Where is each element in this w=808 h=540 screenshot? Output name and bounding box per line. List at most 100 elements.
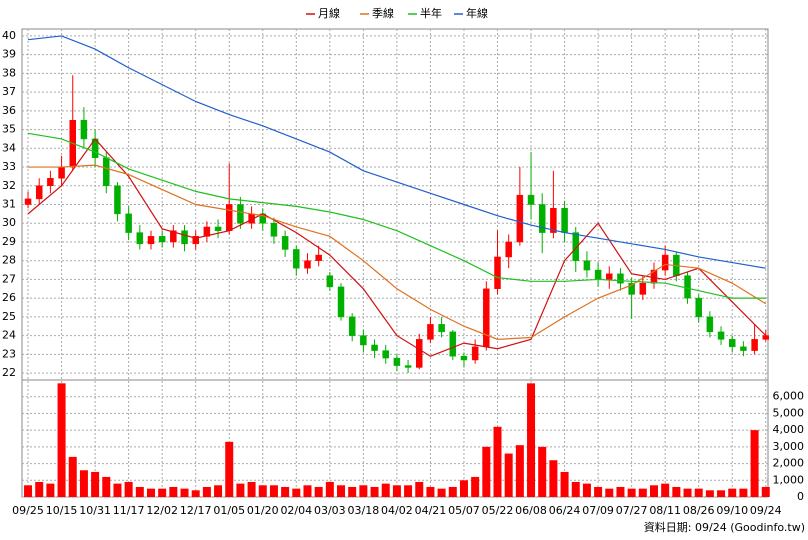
candle-body <box>58 166 65 179</box>
y-tick-label: 39 <box>2 48 16 61</box>
volume-bar <box>135 486 144 497</box>
volume-bar <box>672 486 681 497</box>
x-tick-label: 07/27 <box>616 504 648 517</box>
candle-body <box>538 204 546 233</box>
x-tick-label: 08/11 <box>649 504 681 517</box>
y2-tick-label: 0 <box>797 490 804 503</box>
volume-bar <box>560 471 569 497</box>
x-tick-label: 06/08 <box>515 504 547 517</box>
volume-bar <box>571 481 580 497</box>
volume-bar <box>459 480 468 497</box>
volume-bar <box>683 488 692 497</box>
y2-tick-label: 5,000 <box>773 406 805 419</box>
x-tick-label: 04/02 <box>381 504 413 517</box>
ma-line <box>27 137 767 357</box>
candle-body <box>471 346 479 361</box>
candle-body <box>717 331 725 340</box>
candle-body <box>382 350 389 359</box>
y-tick-label: 40 <box>2 29 16 42</box>
candle-body <box>661 254 669 271</box>
volume-bar <box>515 445 524 497</box>
y2-tick-label: 6,000 <box>773 390 805 403</box>
candle-body <box>594 269 602 280</box>
x-tick-label: 10/15 <box>46 504 78 517</box>
candle-body <box>639 282 647 295</box>
candle-body <box>181 230 188 245</box>
candle-body <box>617 273 624 284</box>
volume-bar <box>180 488 189 497</box>
volume-bar <box>91 471 100 497</box>
volume-bar <box>337 485 346 497</box>
y2-tick-label: 3,000 <box>773 440 805 453</box>
candle-body <box>695 297 702 318</box>
candle-body <box>427 324 434 340</box>
volume-bar <box>717 490 726 497</box>
candle-body <box>337 286 345 318</box>
candle-body <box>237 204 244 224</box>
y2-tick-label: 2,000 <box>773 457 805 470</box>
y-tick-label: 31 <box>2 198 16 211</box>
volume-bar <box>348 486 357 497</box>
candle-body <box>561 207 568 233</box>
x-tick-label: 09/25 <box>12 504 44 517</box>
legend-label: 年線 <box>466 6 488 20</box>
candle-body <box>281 236 289 250</box>
volume-bar <box>24 485 33 497</box>
volume-bar <box>437 488 446 497</box>
volume-bar <box>471 476 480 497</box>
volume-bar <box>649 485 658 497</box>
volume-bar <box>281 486 290 497</box>
volume-bar <box>549 460 558 497</box>
candle-body <box>583 260 591 271</box>
volume-bar <box>102 476 111 497</box>
x-tick-label: 02/04 <box>280 504 312 517</box>
volume-bar <box>739 488 748 497</box>
ma-line <box>28 164 767 340</box>
candle-body <box>393 357 401 366</box>
volume-bar <box>448 486 457 497</box>
volume-bar <box>214 485 223 497</box>
volume-bar <box>269 485 278 497</box>
x-tick-label: 01/20 <box>247 504 279 517</box>
x-tick-label: 12/17 <box>180 504 212 517</box>
ma-line <box>27 132 766 299</box>
volume-bar <box>504 453 513 497</box>
candle-body <box>505 241 512 258</box>
y-tick-label: 32 <box>2 179 16 192</box>
candle-body <box>125 213 132 233</box>
volume-bar <box>169 486 178 497</box>
x-tick-label: 09/24 <box>750 504 782 517</box>
volume-bar <box>493 426 502 497</box>
candle-body <box>449 331 457 357</box>
volume-bar <box>761 486 770 497</box>
candle-body <box>572 232 579 261</box>
y-tick-label: 36 <box>2 104 16 117</box>
candle-body <box>684 275 691 299</box>
candle-body <box>35 185 43 200</box>
y-tick-label: 30 <box>2 216 16 229</box>
x-tick-label: 01/05 <box>213 504 245 517</box>
candle-body <box>225 204 233 231</box>
candle-body <box>293 249 300 269</box>
volume-bar <box>415 481 424 497</box>
y-tick-label: 35 <box>2 123 16 136</box>
volume-bar <box>728 488 737 497</box>
x-tick-label: 09/10 <box>716 504 748 517</box>
y2-tick-label: 1,000 <box>773 473 805 486</box>
legend-label: 季線 <box>372 6 394 20</box>
candle-body <box>762 335 770 340</box>
volume-bar <box>538 446 547 497</box>
y-tick-label: 28 <box>2 254 16 267</box>
volume-bar <box>225 441 234 497</box>
volume-bar <box>370 486 379 497</box>
x-tick-label: 06/24 <box>549 504 581 517</box>
y-tick-label: 38 <box>2 66 16 79</box>
x-tick-label: 07/09 <box>582 504 614 517</box>
candle-body <box>348 316 356 336</box>
y-tick-label: 25 <box>2 310 16 323</box>
x-tick-label: 04/21 <box>415 504 447 517</box>
candle-body <box>103 157 110 187</box>
candle-body <box>214 226 222 231</box>
x-tick-label: 03/18 <box>348 504 380 517</box>
